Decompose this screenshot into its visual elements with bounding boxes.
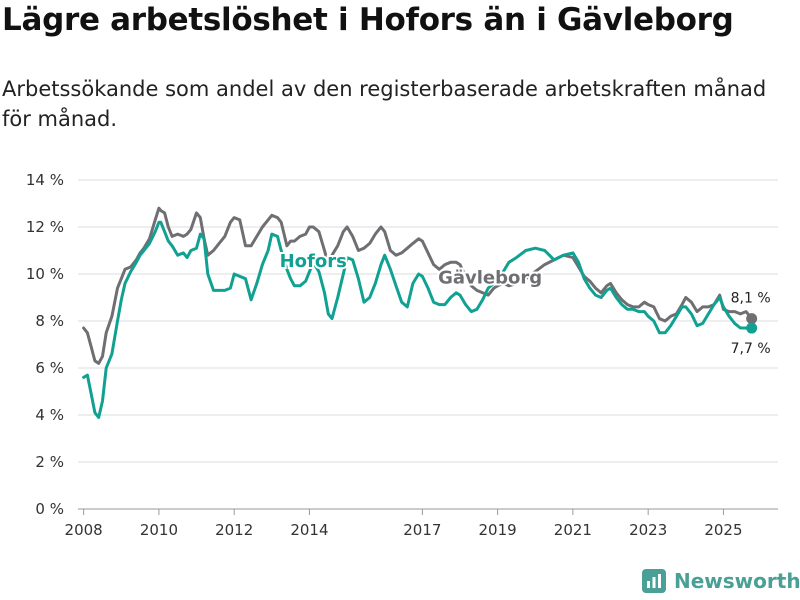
x-tick-label: 2012: [215, 521, 253, 539]
x-tick-label: 2025: [704, 521, 742, 539]
x-tick-label: 2023: [629, 521, 667, 539]
x-tick-label: 2014: [290, 521, 328, 539]
x-tick-label: 2010: [140, 521, 178, 539]
series-label: Hofors: [280, 251, 347, 272]
newsworthy-logo-icon: [642, 569, 666, 593]
y-tick-label: 12 %: [26, 218, 64, 236]
chart-subtitle: Arbetssökande som andel av den registerb…: [2, 77, 767, 131]
end-point-gavleborg: [746, 313, 758, 325]
x-tick-label: 2021: [554, 521, 592, 539]
end-value-label: 8,1 %: [731, 291, 771, 307]
series-line-hofors: [82, 220, 754, 419]
chart-title: Lägre arbetslöshet i Hofors än i Gävlebo…: [2, 2, 734, 38]
brand-name: Newsworthy: [674, 569, 800, 593]
series-label: Gävleborg: [438, 267, 542, 288]
y-tick-label: 2 %: [35, 453, 64, 471]
x-tick-label: 2019: [479, 521, 517, 539]
y-tick-label: 4 %: [35, 406, 64, 424]
series-line-gavleborg: [82, 206, 754, 365]
end-point-hofors: [746, 322, 758, 334]
y-tick-label: 6 %: [35, 359, 64, 377]
end-value-label: 7,7 %: [731, 341, 771, 357]
y-tick-label: 10 %: [26, 265, 64, 283]
x-tick-label: 2008: [65, 521, 103, 539]
y-tick-label: 14 %: [26, 171, 64, 189]
brand-logo[interactable]: Newsworthy: [642, 569, 800, 593]
x-tick-label: 2017: [403, 521, 441, 539]
y-tick-label: 8 %: [35, 312, 64, 330]
y-tick-label: 0 %: [35, 500, 64, 518]
